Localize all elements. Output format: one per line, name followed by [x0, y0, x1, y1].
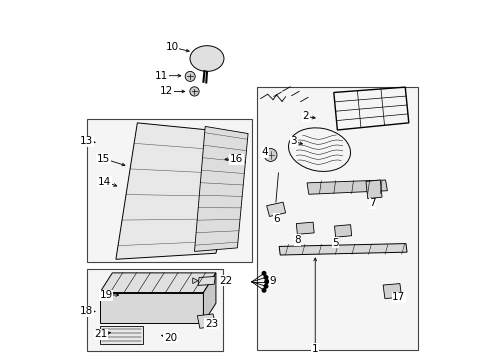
Circle shape [262, 288, 265, 292]
Text: 10: 10 [165, 42, 179, 52]
Circle shape [264, 149, 276, 161]
Text: 11: 11 [155, 71, 168, 81]
Text: 22: 22 [219, 276, 232, 286]
Text: 14: 14 [98, 177, 111, 187]
Polygon shape [203, 273, 216, 323]
Circle shape [264, 280, 268, 284]
Polygon shape [194, 126, 247, 251]
Text: 21: 21 [94, 329, 107, 339]
Text: 23: 23 [204, 319, 218, 329]
Text: 1: 1 [311, 343, 318, 354]
Text: 12: 12 [160, 86, 173, 96]
Polygon shape [192, 278, 198, 284]
Bar [87, 269, 223, 351]
Text: 19: 19 [100, 290, 113, 300]
Circle shape [262, 271, 265, 275]
Circle shape [185, 71, 195, 81]
Polygon shape [334, 225, 351, 237]
Text: 15: 15 [97, 154, 110, 163]
Text: 6: 6 [273, 213, 280, 224]
Text: 4: 4 [262, 147, 268, 157]
Ellipse shape [190, 46, 224, 71]
Polygon shape [198, 276, 215, 285]
Text: 20: 20 [163, 333, 177, 343]
Polygon shape [382, 284, 401, 298]
Text: 8: 8 [293, 235, 300, 245]
Text: 9: 9 [268, 276, 275, 286]
Bar [87, 119, 251, 262]
Circle shape [264, 284, 267, 288]
Polygon shape [116, 123, 244, 259]
Polygon shape [296, 222, 313, 234]
Polygon shape [100, 293, 203, 323]
Text: 2: 2 [302, 111, 308, 121]
Circle shape [189, 87, 199, 96]
Polygon shape [100, 273, 216, 293]
Bar [257, 87, 417, 350]
Polygon shape [365, 180, 381, 199]
Polygon shape [266, 202, 285, 216]
Text: 13: 13 [80, 136, 93, 147]
Text: 17: 17 [391, 292, 405, 302]
Text: 5: 5 [332, 238, 338, 248]
Polygon shape [197, 314, 216, 328]
Circle shape [264, 276, 267, 279]
Text: 3: 3 [290, 136, 297, 147]
Text: 16: 16 [229, 154, 243, 164]
Text: 18: 18 [80, 306, 93, 316]
Text: 7: 7 [368, 198, 375, 208]
Polygon shape [100, 327, 142, 344]
Polygon shape [279, 244, 406, 255]
Polygon shape [306, 180, 386, 194]
